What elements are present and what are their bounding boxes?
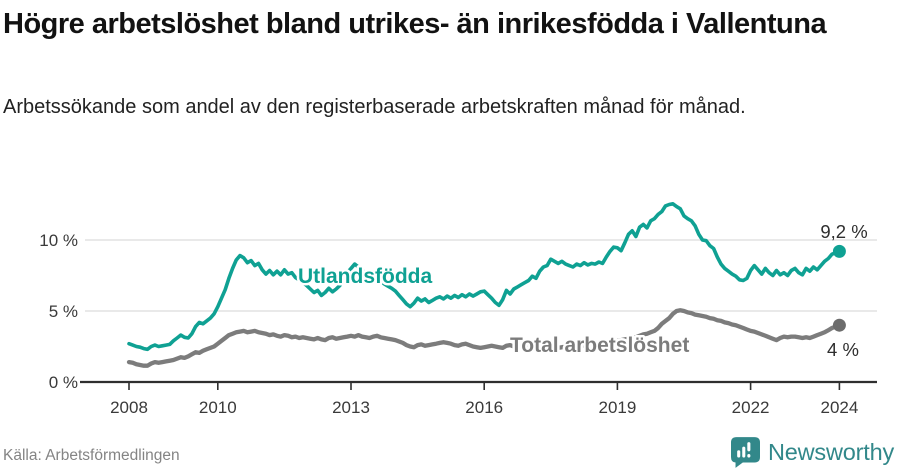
x-tick-label-2022: 2022 xyxy=(732,398,770,417)
series-label-total: Total arbetslöshet xyxy=(510,334,689,357)
newsworthy-wordmark: Newsworthy xyxy=(768,439,894,465)
x-tick-label-2019: 2019 xyxy=(598,398,636,417)
y-tick-label-0: 0 % xyxy=(49,373,78,392)
x-tick-label-2016: 2016 xyxy=(465,398,503,417)
x-tick-label-2013: 2013 xyxy=(332,398,370,417)
y-tick-label-10: 10 % xyxy=(39,231,78,250)
newsworthy-brand: Newsworthy xyxy=(731,437,894,468)
end-dot-total xyxy=(832,318,846,332)
x-tick-label-2008: 2008 xyxy=(110,398,148,417)
x-tick-label-2010: 2010 xyxy=(199,398,237,417)
end-dot-utlandsfodda xyxy=(832,244,846,258)
series-label-utlandsfodda: Utlandsfödda xyxy=(298,265,432,288)
chart-title: Högre arbetslöshet bland utrikes- än inr… xyxy=(3,8,827,40)
series-line-total xyxy=(126,308,842,368)
chart-subtitle: Arbetssökande som andel av den registerb… xyxy=(3,96,746,118)
y-tick-label-5: 5 % xyxy=(49,302,78,321)
source-note: Källa: Arbetsförmedlingen xyxy=(3,447,180,464)
newsworthy-logo-icon xyxy=(731,437,761,468)
line-chart: 0 % 5 % 10 % 2008 2010 2013 2016 2019 2022 2024 Ut… xyxy=(39,201,877,417)
series-line-utlandsfodda xyxy=(127,201,842,352)
x-tick-label-2024: 2024 xyxy=(820,398,858,417)
end-value-label-total: 4 % xyxy=(827,339,859,360)
end-value-label-utlandsfodda: 9,2 % xyxy=(820,221,867,242)
